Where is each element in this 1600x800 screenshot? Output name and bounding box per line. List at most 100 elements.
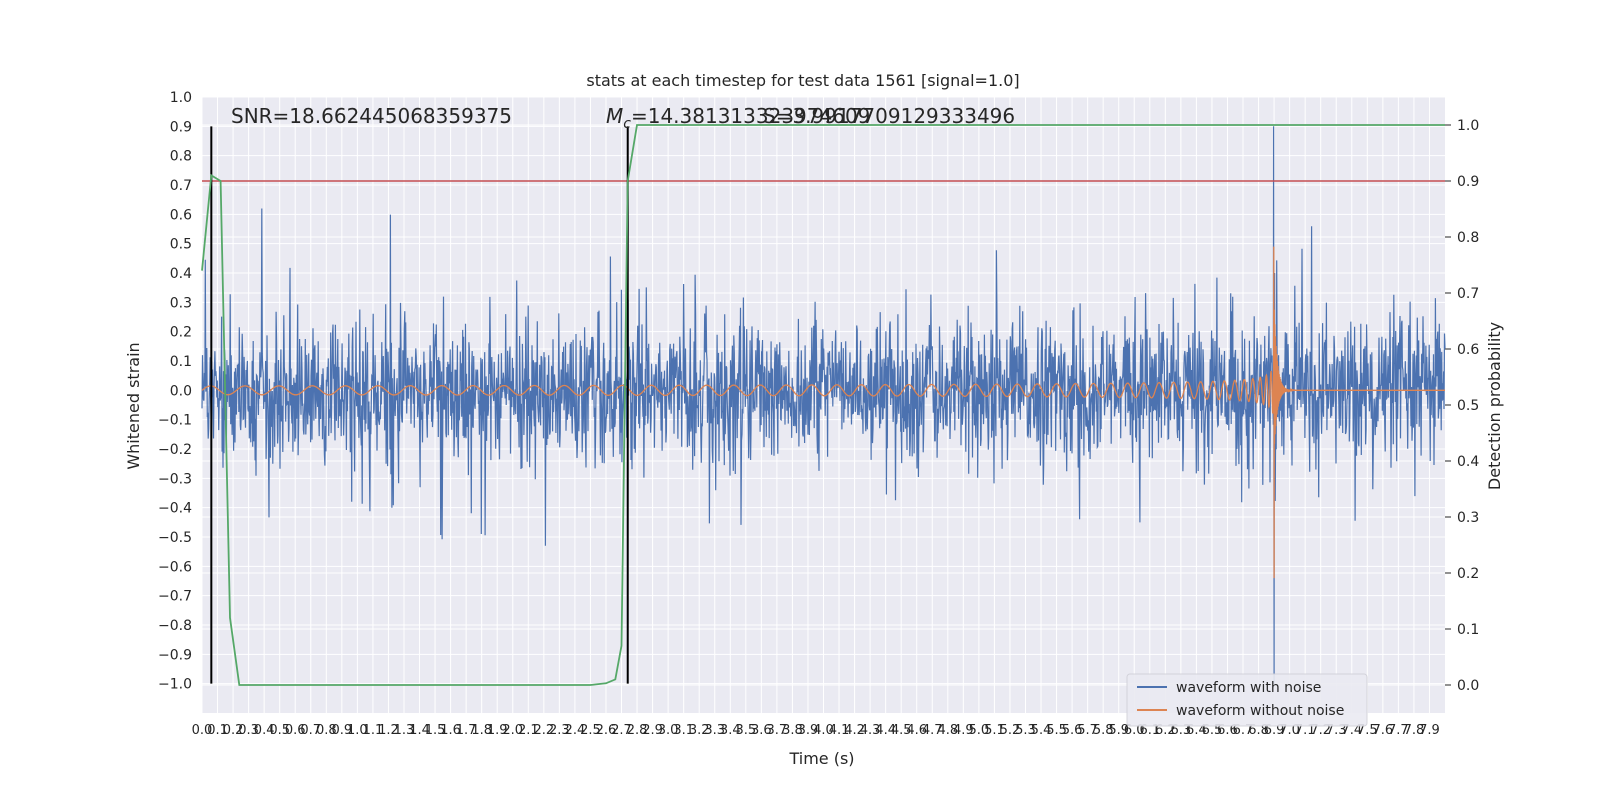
y2-axis-label: Detection probability [1485,322,1504,490]
x-tick-label: 1.6 [440,723,461,738]
x-tick-label: 1.1 [363,723,384,738]
y-tick-label: −0.4 [158,501,192,517]
y-tick-label: 0.8 [170,149,192,165]
y-tick-label: 0.2 [170,325,192,341]
y-tick-label: 0.9 [170,119,192,135]
chirp-series [201,246,1445,579]
x-tick-label: 7.0 [1279,723,1300,738]
chirp-mass-value: =14.381313323974609 [631,104,870,128]
x-tick-label: 0.9 [331,723,352,738]
x-tick-label: 7.1 [1295,723,1316,738]
x-tick-label: 7.5 [1357,723,1378,738]
x-tick-label: 6.1 [1139,723,1160,738]
chirp-mass-annotation: Mc=14.381313323974609 [606,104,870,132]
x-tick-label: 1.2 [378,723,399,738]
x-tick-label: 1.9 [487,723,508,738]
x-tick-label: 6.3 [1171,723,1192,738]
y-tick-label: −0.2 [158,442,192,458]
series-line-waveform-with-noise [201,126,1446,684]
x-tick-label: 6.0 [1124,723,1145,738]
x-tick-label: 3.5 [735,723,756,738]
x-tick-label: 0.2 [223,723,244,738]
x-tick-label: 6.9 [1264,723,1285,738]
x-tick-label: 4.1 [829,723,850,738]
legend-label-noise: waveform with noise [1176,680,1321,696]
x-tick-label: 5.5 [1046,723,1067,738]
x-tick-label: 4.6 [906,723,927,738]
x-axis-ticks: 0.00.10.20.30.40.50.60.70.80.91.01.11.21… [192,723,1440,738]
x-tick-label: 0.8 [316,723,337,738]
x-tick-label: 5.6 [1062,723,1083,738]
x-tick-label: 3.2 [689,723,710,738]
x-tick-label: 0.4 [254,723,275,738]
x-tick-label: 4.3 [860,723,881,738]
x-tick-label: 2.7 [611,723,632,738]
legend-box [1126,673,1368,727]
x-tick-label: 1.0 [347,723,368,738]
y-tick-label: 0.7 [170,178,192,194]
y-tick-label: −0.1 [158,413,192,429]
x-tick-label: 0.1 [207,723,228,738]
x-tick-label: 4.9 [953,723,974,738]
y-tick-label: 0.5 [170,237,192,253]
x-tick-label: 7.8 [1404,723,1425,738]
x-tick-label: 7.7 [1388,723,1409,738]
x-tick-label: 0.0 [192,723,213,738]
x-tick-label: 3.4 [720,723,741,738]
x-tick-label: 4.5 [891,723,912,738]
x-tick-label: 0.6 [285,723,306,738]
x-tick-label: 6.8 [1248,723,1269,738]
x-tick-label: 6.6 [1217,723,1238,738]
y2-tick-label: 0.2 [1457,566,1479,582]
series-line-waveform-without-noise [201,246,1445,579]
x-tick-label: 3.3 [704,723,725,738]
series-line-detection-probability [201,124,1445,686]
legend: waveform with noise waveform without noi… [1126,673,1368,727]
x-tick-label: 6.2 [1155,723,1176,738]
y2-axis-ticks: 0.0 0.1 0.2 0.3 0.4 0.5 0.6 0.7 0.8 0.9 1.0 [1445,118,1479,694]
x-tick-label: 3.0 [658,723,679,738]
x-tick-label: 5.9 [1108,723,1129,738]
x-tick-label: 2.3 [549,723,570,738]
x-tick-label: 6.5 [1202,723,1223,738]
x-tick-label: 7.6 [1373,723,1394,738]
x-tick-label: 2.4 [565,723,586,738]
x-tick-label: 4.2 [844,723,865,738]
chirp-mass-symbol: M [606,104,623,128]
chart-title: stats at each timestep for test data 156… [586,71,1019,90]
y-tick-label: −0.8 [158,618,192,634]
y2-tick-label: 0.6 [1457,342,1479,358]
y-tick-label: 0.1 [170,354,192,370]
x-tick-label: 7.4 [1341,723,1362,738]
y-tick-label: 1.0 [170,90,192,106]
x-tick-label: 5.7 [1077,723,1098,738]
x-axis-label: Time (s) [788,749,854,768]
y-tick-label: −1.0 [158,677,192,693]
y-tick-label: 0.3 [170,295,192,311]
x-tick-label: 3.9 [798,723,819,738]
y-tick-label: 0.0 [170,383,192,399]
x-tick-label: 0.7 [300,723,321,738]
overlap-annotation: S=3.9917709129333496 [763,104,1015,128]
x-tick-label: 7.2 [1310,723,1331,738]
x-tick-label: 5.8 [1093,723,1114,738]
x-tick-label: 1.5 [425,723,446,738]
x-tick-label: 4.4 [875,723,896,738]
x-tick-label: 5.1 [984,723,1005,738]
x-tick-label: 5.3 [1015,723,1036,738]
y2-tick-label: 0.3 [1457,510,1479,526]
y-axis-label: Whitened strain [124,342,143,469]
x-tick-label: 5.4 [1031,723,1052,738]
x-tick-label: 6.7 [1233,723,1254,738]
chirp-mass-subscript: c [623,116,631,132]
x-tick-label: 3.6 [751,723,772,738]
x-tick-label: 7.3 [1326,723,1347,738]
snr-annotation: SNR=18.662445068359375 [231,104,512,128]
y-tick-label: 0.4 [170,266,192,282]
x-tick-label: 4.8 [937,723,958,738]
grid [201,96,1445,713]
y2-tick-label: 0.9 [1457,174,1479,190]
x-tick-label: 0.5 [269,723,290,738]
y-tick-label: −0.5 [158,530,192,546]
